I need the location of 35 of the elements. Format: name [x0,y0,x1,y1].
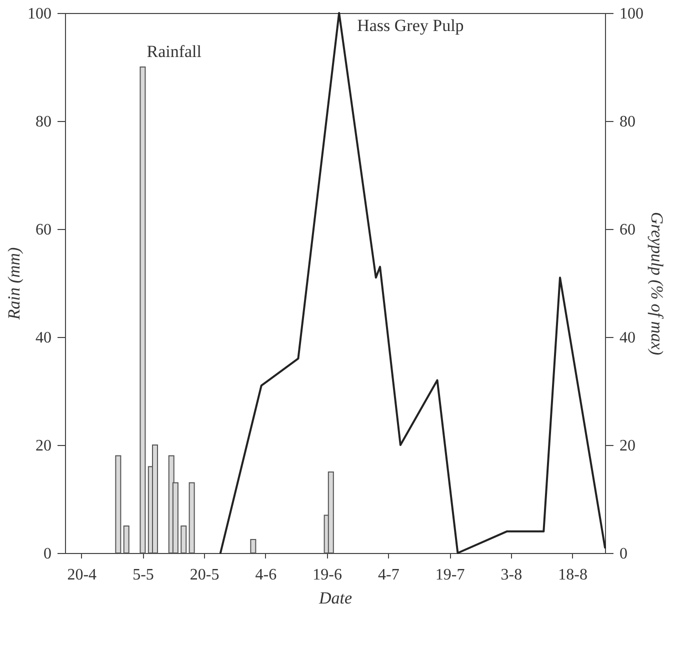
bar [180,526,187,554]
y2-tick-label: 20 [620,438,636,454]
y-tick-label: 0 [44,546,52,562]
bar [250,539,256,554]
y2-axis-title: Greypulp (% of max) [648,212,666,356]
x-axis-title: Date [318,588,352,608]
bar [188,482,195,554]
line-series [219,12,606,554]
x-tick-label: 4-6 [255,566,277,584]
series-label: Hass Grey Pulp [357,16,464,35]
y-tick-label: 100 [28,6,52,22]
bar [152,444,158,554]
x-tick-label: 19-7 [435,566,465,584]
y-tick-label: 60 [36,222,52,238]
bar [328,472,334,554]
y-tick-label: 80 [36,114,52,130]
y2-tick-label: 60 [620,222,636,238]
x-tick-label: 5-5 [132,566,154,584]
x-tick-label: 20-4 [67,566,97,584]
y2-tick-label: 40 [620,330,636,346]
y2-tick-label: 0 [620,546,628,562]
y-axis-title: Rain (mm) [4,247,24,321]
y-tick-label: 40 [36,330,52,346]
x-tick-label: 4-7 [378,566,400,584]
bar [115,455,122,554]
y2-tick-label: 100 [620,6,644,22]
x-tick-label: 18-8 [558,566,588,584]
x-tick-label: 20-5 [190,566,220,584]
x-tick-label: 19-6 [312,566,342,584]
series-label: Rainfall [146,42,202,61]
y-tick-label: 20 [36,438,52,454]
x-tick-label: 3-8 [500,566,522,584]
bar [140,66,146,554]
y2-tick-label: 80 [620,114,636,130]
bar [123,526,130,554]
